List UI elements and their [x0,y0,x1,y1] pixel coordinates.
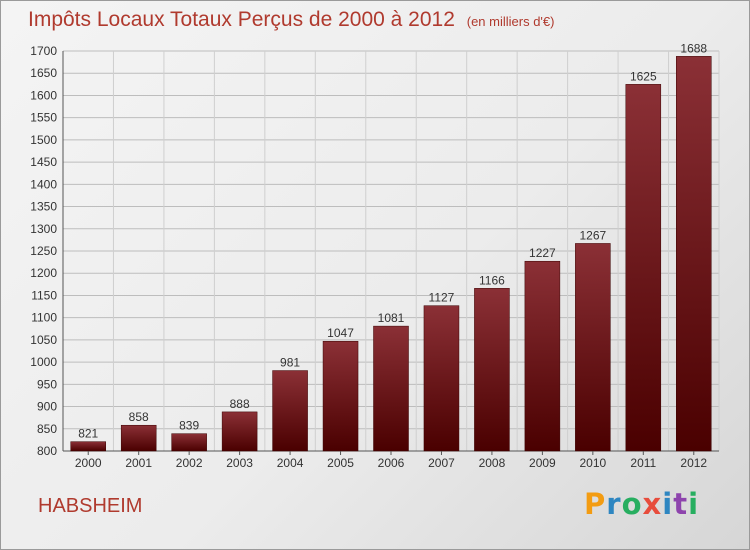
bar [625,84,662,452]
y-tick-label: 1000 [30,355,57,369]
logo-letter: i [688,487,700,521]
bar [423,305,460,452]
data-label: 1127 [429,291,455,305]
bar [474,288,510,452]
bar [575,243,611,452]
bar [120,424,157,452]
data-label: 1227 [529,246,556,260]
x-tick-label: 2004 [277,456,304,470]
x-tick-label: 2003 [226,456,253,470]
y-tick-label: 1450 [30,155,57,169]
data-label: 839 [179,419,199,433]
logo-letter: x [642,487,663,521]
y-tick-label: 1700 [30,44,57,58]
bar [322,340,359,452]
proxiti-logo: Proxiti [584,487,699,521]
x-tick-label: 2008 [479,456,506,470]
x-tick-label: 2005 [327,456,354,470]
y-tick-label: 1050 [30,333,57,347]
y-tick-label: 1650 [30,66,57,80]
logo-letter: t [673,487,689,521]
y-tick-label: 1600 [30,88,57,102]
data-label: 1688 [680,41,707,55]
commune-name: HABSHEIM [38,495,143,517]
y-tick-label: 1300 [30,222,57,236]
x-tick-label: 2000 [75,456,102,470]
y-tick-label: 1550 [30,111,57,125]
data-label: 981 [280,356,300,370]
y-tick-label: 800 [37,444,57,458]
logo-letter: r [606,487,622,521]
logo-letter: P [584,487,607,521]
data-label: 1625 [630,69,657,83]
x-tick-label: 2010 [579,456,606,470]
x-tick-label: 2006 [378,456,405,470]
y-tick-label: 1150 [31,288,57,302]
bar [171,433,207,452]
x-tick-label: 2009 [529,456,556,470]
y-tick-label: 1500 [30,133,57,147]
x-tick-label: 2012 [680,456,707,470]
chart-title: Impôts Locaux Totaux Perçus de 2000 à 20… [28,8,554,32]
data-label: 1267 [579,228,606,242]
x-tick-label: 2007 [428,456,455,470]
y-tick-label: 1250 [30,244,57,258]
bar [70,441,106,452]
y-tick-label: 1200 [30,266,57,280]
y-tick-label: 1100 [31,311,57,325]
bar [221,411,258,452]
data-label: 888 [230,397,250,411]
bar [373,325,409,452]
bar [524,260,561,452]
data-label: 821 [78,427,98,441]
y-tick-label: 900 [37,400,57,414]
data-label: 858 [129,410,149,424]
y-tick-label: 950 [37,377,57,391]
x-tick-label: 2001 [125,456,152,470]
chart-title-unit: (en milliers d'€) [466,14,555,29]
bar [272,370,308,452]
x-tick-label: 2011 [630,456,656,470]
logo-letter: i [662,487,674,521]
y-tick-label: 850 [37,422,57,436]
y-tick-label: 1400 [30,177,57,191]
data-label: 1166 [479,273,505,287]
chart-title-main: Impôts Locaux Totaux Perçus de 2000 à 20… [28,8,455,31]
bar [676,56,712,452]
x-tick-label: 2002 [176,456,203,470]
y-tick-label: 1350 [30,200,57,214]
data-label: 1081 [378,311,405,325]
logo-letter: o [621,487,643,521]
data-label: 1047 [327,326,354,340]
